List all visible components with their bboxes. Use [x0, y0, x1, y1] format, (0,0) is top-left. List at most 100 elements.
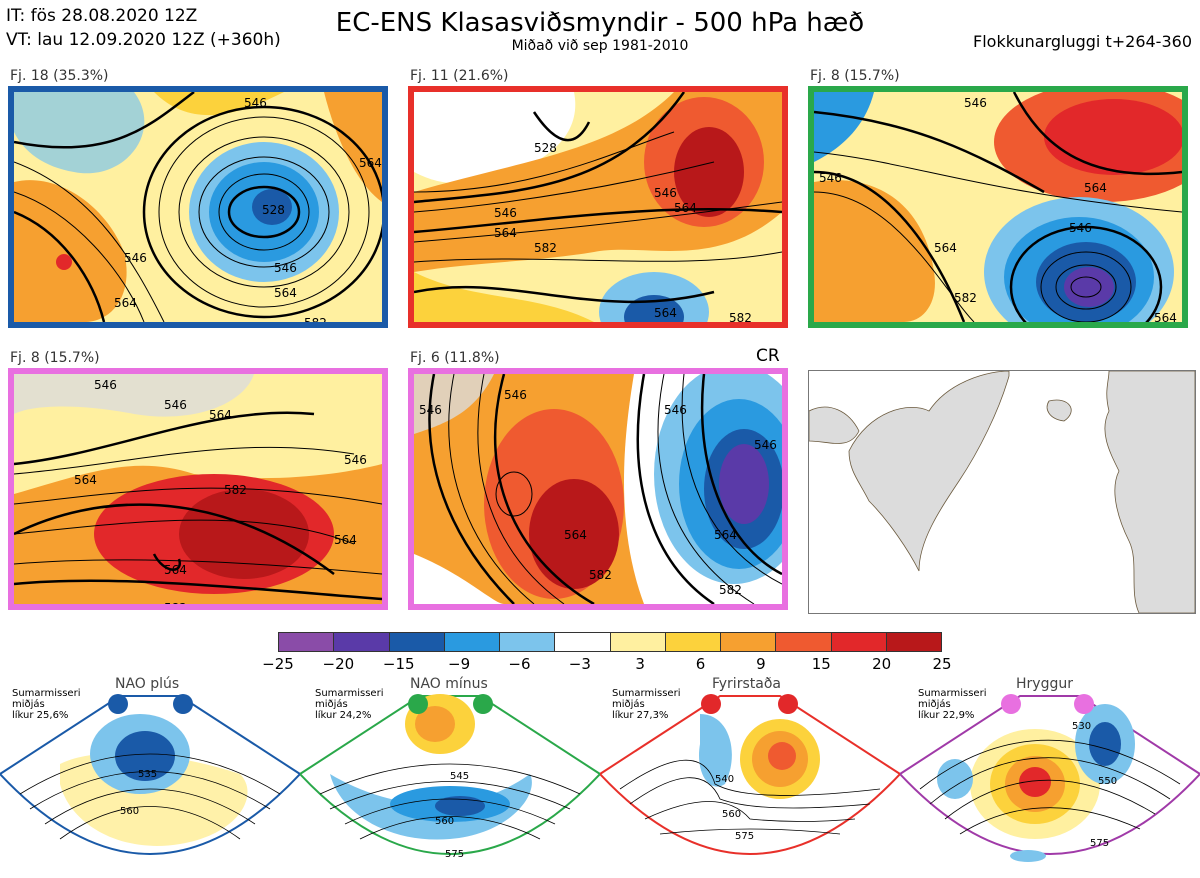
contour-label: 575 — [1090, 838, 1109, 849]
cr-label: CR — [756, 346, 780, 366]
cluster-map-3: 546 546 564 546 564 582 564 — [808, 86, 1188, 328]
colorbar-tick-label: −20 — [322, 655, 355, 673]
colorbar-swatch — [831, 633, 887, 651]
contour-label: 546 — [124, 251, 147, 265]
contour-label: 546 — [664, 403, 687, 417]
contour-label: 564 — [674, 201, 697, 215]
regime-info: Sumarmisseri miðjás líkur 22,9% — [918, 688, 987, 721]
contour-label: 564 — [564, 528, 587, 542]
regime-name: Hryggur — [1016, 676, 1073, 692]
regime-nao-plus: 535 560 NAO plús Sumarmisseri miðjás lík… — [0, 674, 302, 874]
cluster-label-5: Fj. 6 (11.8%) — [410, 350, 500, 366]
contour-label: 546 — [94, 378, 117, 392]
colorbar-tick-label: 20 — [872, 655, 892, 673]
regime-blocking: 540 560 575 Fyrirstaða Sumarmisseri miðj… — [598, 674, 902, 874]
contour-label: 564 — [934, 241, 957, 255]
contour-label: 546 — [244, 96, 267, 110]
contour-label: 546 — [419, 403, 442, 417]
contour-label: 582 — [304, 316, 327, 322]
contour-label: 546 — [274, 261, 297, 275]
colorbar-tick-label: −25 — [262, 655, 294, 673]
contour-label: 535 — [138, 769, 157, 780]
colorbar-swatch — [555, 633, 611, 651]
contour-label: 582 — [164, 601, 187, 604]
regime-name: NAO plús — [115, 676, 180, 692]
contour-label: 560 — [120, 806, 139, 817]
regime-name: NAO mínus — [410, 676, 488, 692]
contour-label: 546 — [164, 398, 187, 412]
cluster-map-4: 546 546 564 564 546 582 564 564 582 — [8, 368, 388, 610]
contour-label: 564 — [359, 156, 382, 170]
regime-ridge: 530 550 575 Hryggur Sumarmisseri miðjás … — [898, 674, 1200, 874]
contour-label: 564 — [274, 286, 297, 300]
colorbar-swatch — [610, 633, 666, 651]
contour-label: 564 — [334, 533, 357, 547]
contour-label: 560 — [435, 816, 454, 827]
regime-name: Fyrirstaða — [712, 676, 781, 692]
contour-label: 564 — [209, 408, 232, 422]
colorbar-swatch — [389, 633, 445, 651]
cluster-label-1: Fj. 18 (35.3%) — [10, 68, 109, 84]
cluster-label-3: Fj. 8 (15.7%) — [810, 68, 900, 84]
colorbar-swatch — [334, 633, 390, 651]
valid-time: VT: lau 12.09.2020 12Z (+360h) — [6, 30, 281, 50]
contour-label: 528 — [262, 203, 285, 217]
cluster-label-2: Fj. 11 (21.6%) — [410, 68, 509, 84]
contour-label: 564 — [114, 296, 137, 310]
colorbar-tick-label: −6 — [508, 655, 531, 673]
colorbar-swatch — [665, 633, 721, 651]
cluster-map-1: 546 528 546 564 564 582 546 564 — [8, 86, 388, 328]
colorbar-tick-label: 6 — [695, 655, 706, 673]
colorbar-swatch — [279, 633, 335, 651]
contour-label: 560 — [722, 809, 741, 820]
regime-nao-minus: 545 560 575 NAO mínus Sumarmisseri miðjá… — [298, 674, 602, 874]
contour-label: 540 — [715, 774, 734, 785]
colorbar-swatch — [444, 633, 500, 651]
contour-label: 575 — [445, 849, 464, 860]
contour-label: 582 — [719, 583, 742, 597]
contour-label: 564 — [654, 306, 677, 320]
contour-label: 575 — [735, 831, 754, 842]
colorbar — [278, 632, 942, 652]
colorbar-swatch — [886, 633, 941, 651]
colorbar-tick-label: 25 — [932, 655, 952, 673]
contour-label: 546 — [964, 96, 987, 110]
contour-label: 582 — [589, 568, 612, 582]
colorbar-swatch — [721, 633, 777, 651]
contour-label: 546 — [1069, 221, 1092, 235]
init-time: IT: fös 28.08.2020 12Z — [6, 6, 198, 26]
page-subtitle: Miðað við sep 1981-2010 — [511, 38, 689, 54]
contour-label: 546 — [344, 453, 367, 467]
colorbar-tick-label: 9 — [756, 655, 766, 673]
contour-label: 545 — [450, 771, 469, 782]
contour-label: 564 — [1084, 181, 1107, 195]
contour-label: 582 — [224, 483, 247, 497]
colorbar-tick-label: 3 — [635, 655, 645, 673]
contour-label: 564 — [714, 528, 737, 542]
regime-info: Sumarmisseri miðjás líkur 27,3% — [612, 688, 681, 721]
cluster-map-2: 528 546 564 546 564 582 564 582 — [408, 86, 788, 328]
contour-label: 582 — [729, 311, 752, 322]
contour-label: 564 — [1154, 311, 1177, 322]
regime-info: Sumarmisseri miðjás líkur 25,6% — [12, 688, 81, 721]
cluster-window: Flokkunargluggi t+264-360 — [973, 32, 1192, 51]
contour-label: 546 — [754, 438, 777, 452]
regime-info: Sumarmisseri miðjás líkur 24,2% — [315, 688, 384, 721]
contour-label: 530 — [1072, 721, 1091, 732]
colorbar-tick-label: −3 — [568, 655, 591, 673]
contour-label: 564 — [164, 563, 187, 577]
contour-label: 528 — [534, 141, 557, 155]
contour-label: 546 — [504, 388, 527, 402]
cluster-label-4: Fj. 8 (15.7%) — [10, 350, 100, 366]
contour-label: 564 — [494, 226, 517, 240]
colorbar-swatch — [500, 633, 556, 651]
cluster-map-5: 546 546 546 546 564 564 582 582 — [408, 368, 788, 610]
base-map — [808, 370, 1196, 614]
contour-label: 546 — [819, 171, 842, 185]
colorbar-tick-label: −9 — [448, 655, 471, 673]
colorbar-swatch — [776, 633, 832, 651]
contour-label: 582 — [954, 291, 977, 305]
page-title: EC-ENS Klasasviðsmyndir - 500 hPa hæð — [335, 8, 865, 38]
contour-label: 546 — [654, 186, 677, 200]
contour-label: 550 — [1098, 776, 1117, 787]
